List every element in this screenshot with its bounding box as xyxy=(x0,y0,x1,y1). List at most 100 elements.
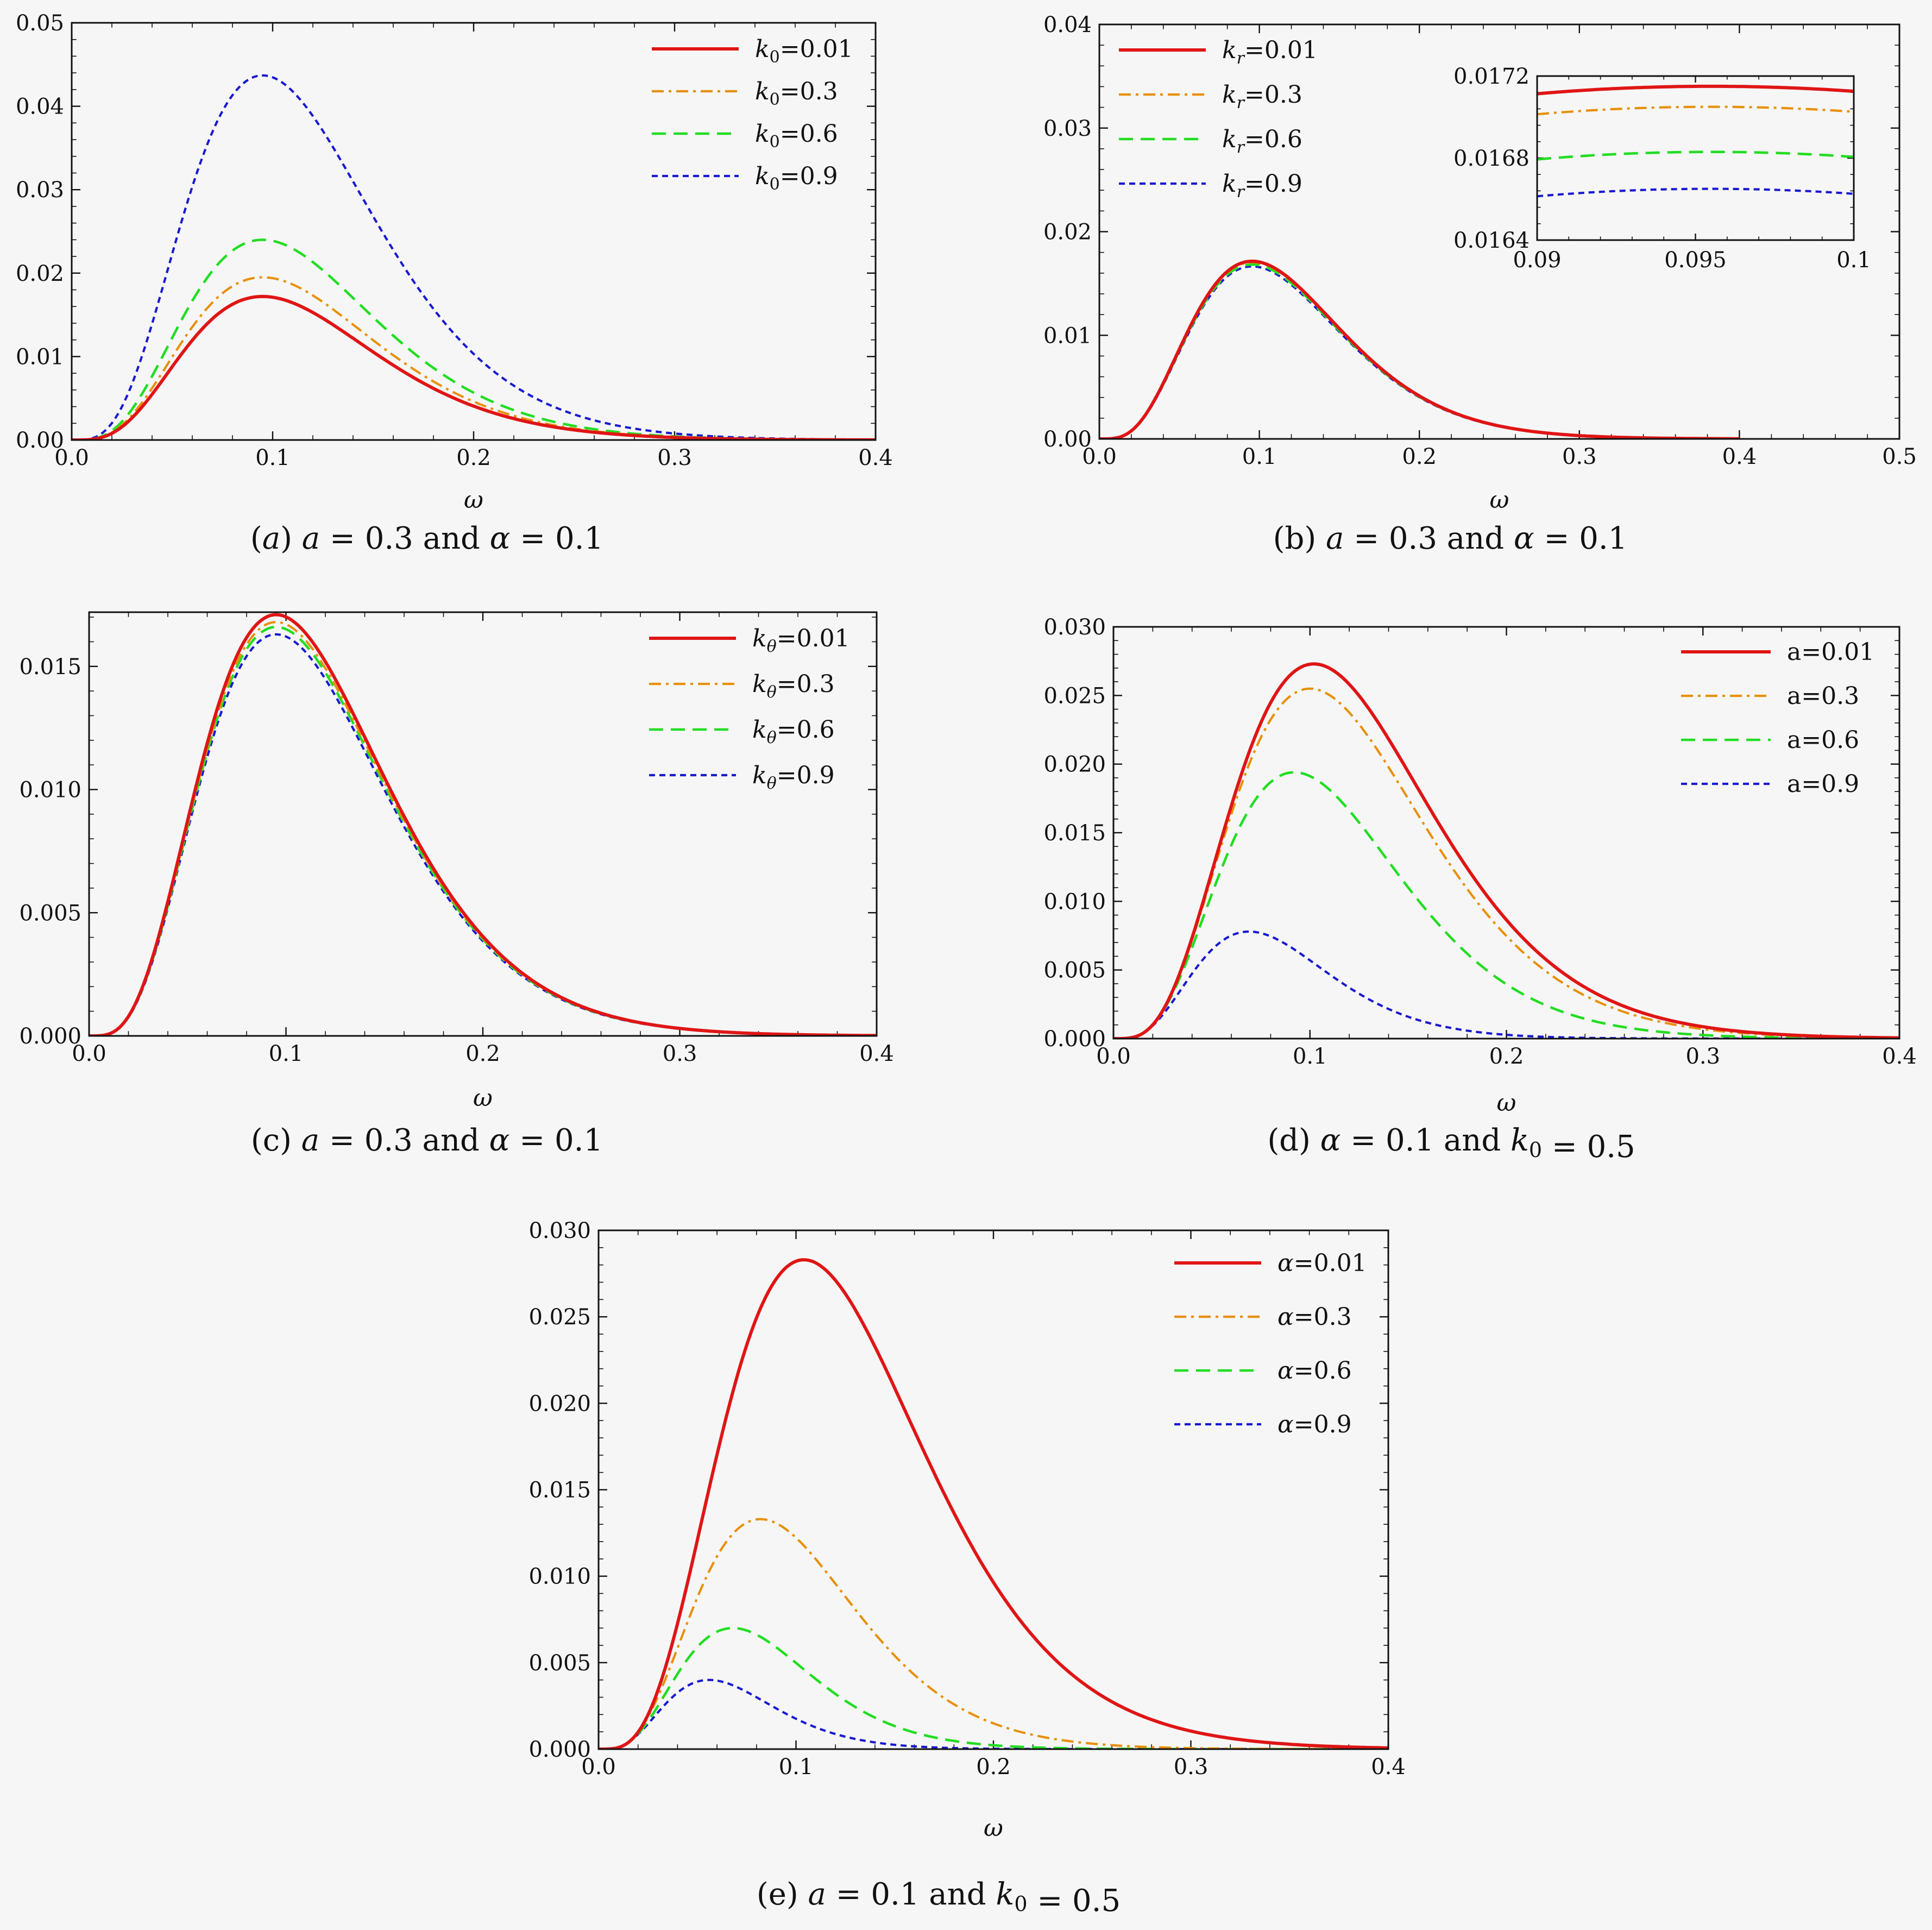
legend-subscript: θ xyxy=(767,774,777,793)
panel-caption: (e) a = 0.1 and k0 = 0.5 xyxy=(757,1877,1121,1919)
legend-label: α=0.01 xyxy=(1277,1249,1367,1277)
caption-text: ) xyxy=(280,521,302,556)
caption-var: α xyxy=(1514,521,1534,556)
legend-value: =0.3 xyxy=(777,670,835,698)
legend-symbol: α xyxy=(1277,1303,1294,1331)
x-tick-label: 0.2 xyxy=(1402,444,1437,469)
legend-value: =0.9 xyxy=(1244,170,1302,198)
curves xyxy=(599,1258,1388,1749)
x-tick-label: 0.2 xyxy=(465,1041,500,1066)
legend-label: k0=0.01 xyxy=(755,35,853,67)
axes-frame xyxy=(71,22,877,441)
caption-var: k xyxy=(1511,1123,1529,1158)
x-tick-label: 0.1 xyxy=(255,445,290,470)
legend-value: =0.01 xyxy=(780,35,853,63)
x-tick-label: 0.4 xyxy=(859,1041,894,1066)
legend-subscript: 0 xyxy=(770,48,780,67)
legend: a=0.01 a=0.3 a=0.6 a=0.9 xyxy=(1681,638,1874,798)
legend-label: kθ=0.01 xyxy=(752,625,850,656)
caption-text: = 0.3 and xyxy=(319,1123,489,1158)
legend-symbol: k xyxy=(1222,36,1237,64)
legend-value: =0.3 xyxy=(1294,1303,1352,1331)
legend-subscript: r xyxy=(1237,49,1245,68)
inset-frame xyxy=(1536,75,1855,241)
axes-frame xyxy=(88,611,878,1037)
inset-curves xyxy=(1537,84,1854,198)
legend-label: k0=0.6 xyxy=(755,120,838,152)
caption-var: a xyxy=(302,521,320,556)
caption-text: = 0.5 xyxy=(1542,1129,1635,1165)
legend-value: =0.6 xyxy=(780,120,838,148)
legend-symbol: k xyxy=(1222,81,1237,109)
x-tick-label: 0.1 xyxy=(779,1755,814,1780)
caption-text: = 0.5 xyxy=(1028,1883,1121,1919)
plot-area xyxy=(89,612,877,1036)
legend-subscript: θ xyxy=(767,728,777,747)
legend-label: kθ=0.9 xyxy=(752,762,835,793)
legend-subscript: θ xyxy=(767,637,777,656)
series-line xyxy=(72,294,876,440)
legend-value: =0.3 xyxy=(780,78,838,105)
legend-value: =0.6 xyxy=(1244,125,1302,153)
legend-label: k0=0.9 xyxy=(755,162,838,194)
legend-symbol: k xyxy=(755,162,770,190)
x-tick-label: 0.3 xyxy=(1562,444,1597,469)
x-tick-label: 0.3 xyxy=(657,445,692,470)
legend-symbol: k xyxy=(1222,170,1237,198)
inset-x-tick-label: 0.09 xyxy=(1513,248,1561,273)
legend-label: α=0.6 xyxy=(1277,1357,1352,1385)
legend-label: a=0.3 xyxy=(1787,682,1859,710)
curves xyxy=(89,613,877,1036)
legend-label: a=0.6 xyxy=(1787,726,1859,754)
caption-var: a xyxy=(1326,521,1344,556)
x-tick-label: 0.2 xyxy=(1489,1044,1524,1069)
x-tick-label: 0.4 xyxy=(858,445,893,470)
series-line xyxy=(599,1518,1388,1749)
caption-text: = 0.1 xyxy=(509,1123,603,1158)
legend-label: kr=0.01 xyxy=(1222,36,1318,68)
x-tick-label: 0.0 xyxy=(1082,444,1117,469)
x-tick-label: 0.2 xyxy=(976,1755,1011,1780)
legend-subscript: θ xyxy=(767,683,777,702)
plot-area xyxy=(72,23,876,440)
legend-label: kθ=0.3 xyxy=(752,670,835,702)
y-tick-label: 0.010 xyxy=(1043,889,1106,914)
y-tick-label: 0.030 xyxy=(1043,615,1106,640)
y-tick-label: 0.03 xyxy=(1043,116,1092,141)
caption-text: = 0.1 xyxy=(511,521,604,556)
y-tick-label: 0.04 xyxy=(16,95,64,120)
curves xyxy=(1113,662,1899,1039)
caption-var: a xyxy=(808,1877,826,1912)
legend-symbol: α xyxy=(1277,1411,1294,1438)
series-line xyxy=(599,1678,1388,1749)
curves xyxy=(1099,259,1740,439)
y-tick-label: 0.01 xyxy=(16,344,64,369)
panel-e: 0.0 0.1 0.2 0.3 0.4 0.000 0.005 0.010 0.015 0.020… xyxy=(528,1218,1405,1842)
panel-caption: (c) a = 0.3 and α = 0.1 xyxy=(251,1123,603,1158)
x-tick-label: 0.0 xyxy=(54,445,89,470)
x-tick-label: 0.3 xyxy=(663,1041,697,1066)
caption-sub: 0 xyxy=(1014,1892,1027,1916)
x-axis-label: ω xyxy=(464,486,483,514)
legend-value: =0.01 xyxy=(777,625,850,652)
legend-value: =0.01 xyxy=(1294,1249,1367,1277)
y-tick-label: 0.005 xyxy=(528,1651,591,1676)
legend-value: =0.9 xyxy=(777,762,835,789)
y-tick-label: 0.025 xyxy=(528,1305,591,1330)
legend-label: a=0.9 xyxy=(1787,770,1859,798)
x-axis-label: ω xyxy=(1497,1089,1516,1117)
x-tick-label: 0.4 xyxy=(1722,444,1757,469)
series-line xyxy=(1113,662,1899,1039)
inset-series-line xyxy=(1537,150,1854,161)
caption-text: (e) xyxy=(757,1877,808,1912)
inset-x-tick-label: 0.1 xyxy=(1836,248,1871,273)
series-line xyxy=(599,1626,1388,1749)
legend-value: =0.01 xyxy=(1244,36,1318,64)
y-tick-label: 0.010 xyxy=(528,1564,591,1589)
legend-subscript: 0 xyxy=(770,133,780,152)
caption-text: = 0.3 and xyxy=(320,521,489,556)
legend-value: =0.6 xyxy=(1294,1357,1352,1385)
